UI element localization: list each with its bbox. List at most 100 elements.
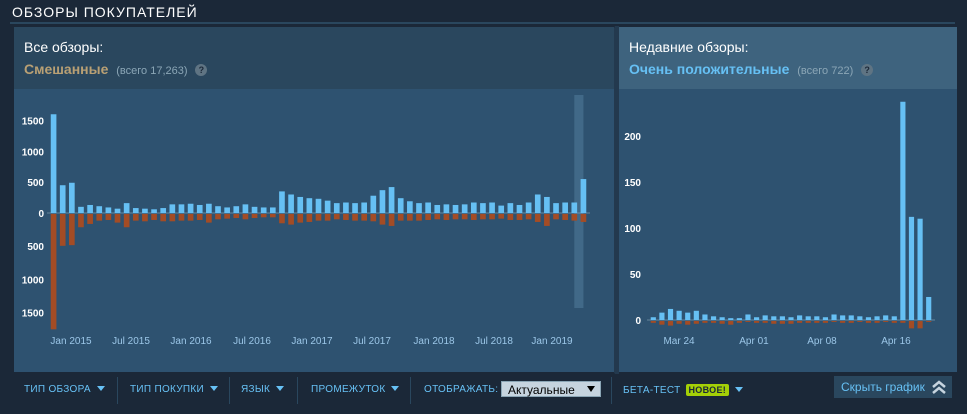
- negative-bar: [169, 214, 176, 222]
- positive-bar: [279, 191, 285, 213]
- positive-bar: [251, 206, 258, 213]
- hide-graph-button[interactable]: Скрыть график: [834, 376, 952, 398]
- negative-bar: [891, 321, 897, 323]
- recent-range-highlight: [574, 95, 584, 308]
- section-title: ОБЗОРЫ ПОКУПАТЕЛЕЙ: [12, 4, 198, 20]
- recent-rating-text: Очень положительные: [629, 61, 790, 77]
- positive-bar: [840, 315, 846, 320]
- negative-bar: [461, 214, 468, 220]
- chevron-down-icon: [276, 386, 285, 391]
- positive-bar: [215, 206, 221, 213]
- negative-bar: [78, 214, 84, 228]
- positive-bar: [814, 316, 820, 320]
- positive-bar: [771, 316, 777, 320]
- x-tick-label: Jan 2015: [50, 336, 92, 347]
- x-tick-label: Jan 2019: [531, 336, 573, 347]
- negative-bar: [753, 321, 760, 323]
- positive-bar: [805, 316, 811, 320]
- negative-bar: [534, 214, 541, 222]
- positive-bar: [753, 317, 760, 320]
- beta-filter[interactable]: БЕТА-ТЕСТ НОВОЕ!: [623, 384, 744, 396]
- negative-bar: [160, 214, 167, 222]
- x-tick-label: Jul 2018: [475, 336, 513, 347]
- positive-bar: [736, 318, 742, 320]
- negative-bar: [516, 214, 523, 220]
- positive-bar: [822, 317, 829, 320]
- positive-bar: [562, 202, 568, 213]
- y-tick-label: 0: [38, 209, 44, 220]
- filter-divider: [229, 377, 230, 404]
- positive-bar: [96, 206, 103, 213]
- negative-bar: [736, 321, 742, 323]
- negative-bar: [659, 321, 665, 325]
- purchase-type-filter[interactable]: ТИП ПОКУПКИ: [130, 384, 219, 395]
- negative-bar: [822, 321, 829, 323]
- display-filter-label: ОТОБРАЖАТЬ:: [424, 384, 499, 395]
- recent-reviews-header: Недавние обзоры: Очень положительные (вс…: [619, 27, 957, 89]
- positive-bar: [206, 203, 212, 213]
- x-tick-label: Jan 2018: [413, 336, 455, 347]
- negative-bar: [233, 214, 240, 218]
- positive-bar: [407, 201, 413, 213]
- positive-bar: [489, 202, 495, 213]
- positive-bar: [59, 185, 66, 213]
- negative-bar: [788, 321, 794, 324]
- positive-bar: [397, 198, 404, 213]
- x-tick-label: Jul 2016: [233, 336, 271, 347]
- y-tick-label: 50: [630, 270, 642, 281]
- positive-bar: [480, 203, 486, 213]
- positive-bar: [745, 314, 751, 320]
- positive-bar: [242, 204, 249, 213]
- recent-reviews-panel: Недавние обзоры: Очень положительные (вс…: [619, 27, 957, 372]
- negative-bar: [814, 321, 820, 323]
- negative-bar: [443, 214, 450, 220]
- negative-bar: [883, 321, 889, 322]
- negative-bar: [224, 214, 230, 219]
- review-type-label: ТИП ОБЗОРА: [24, 384, 91, 395]
- review-type-filter[interactable]: ТИП ОБЗОРА: [24, 384, 105, 395]
- negative-bar: [544, 214, 550, 226]
- period-filter[interactable]: ПРОМЕЖУТОК: [311, 384, 400, 395]
- x-tick-label: Apr 08: [807, 336, 837, 347]
- positive-bar: [297, 196, 304, 213]
- negative-bar: [279, 214, 285, 224]
- overall-reviews-label: Все обзоры:: [24, 39, 104, 55]
- overall-reviews-panel: Все обзоры: Смешанные (всего 17,263) ? 1…: [14, 27, 614, 372]
- positive-bar: [693, 310, 699, 320]
- positive-bar: [525, 202, 532, 213]
- negative-bar: [685, 321, 691, 325]
- language-filter[interactable]: ЯЗЫК: [241, 384, 285, 395]
- overall-reviews-header: Все обзоры: Смешанные (всего 17,263) ?: [14, 27, 614, 89]
- negative-bar: [553, 214, 559, 220]
- positive-bar: [416, 203, 422, 213]
- positive-bar: [78, 206, 84, 213]
- negative-bar: [425, 214, 431, 220]
- positive-bar: [233, 206, 240, 213]
- help-icon[interactable]: ?: [195, 64, 208, 76]
- filter-divider: [117, 377, 118, 404]
- positive-bar: [779, 316, 785, 320]
- display-select[interactable]: Актуальные: [501, 381, 601, 397]
- positive-bar: [580, 179, 587, 213]
- help-icon[interactable]: ?: [861, 64, 874, 76]
- positive-bar: [702, 314, 708, 320]
- negative-bar: [926, 321, 932, 322]
- positive-bar: [667, 308, 674, 320]
- negative-bar: [306, 214, 313, 222]
- language-label: ЯЗЫК: [241, 384, 271, 395]
- negative-bar: [215, 214, 221, 220]
- x-tick-label: Jul 2017: [353, 336, 391, 347]
- negative-bar: [831, 321, 837, 322]
- positive-bar: [260, 207, 267, 213]
- negative-bar: [676, 321, 682, 324]
- positive-bar: [151, 209, 157, 213]
- negative-bar: [650, 321, 656, 323]
- recent-reviews-chart: 200 150 100 50 0 Mar 24 Apr 01 Apr 08 Apr 16: [619, 89, 957, 372]
- positive-bar: [650, 317, 656, 320]
- y-tick-label: 1000: [22, 147, 45, 158]
- x-tick-label: Jan 2017: [291, 336, 333, 347]
- positive-bar: [370, 195, 377, 213]
- positive-bar: [883, 315, 889, 320]
- recent-reviews-label: Недавние обзоры:: [629, 39, 749, 55]
- positive-bar: [831, 314, 837, 320]
